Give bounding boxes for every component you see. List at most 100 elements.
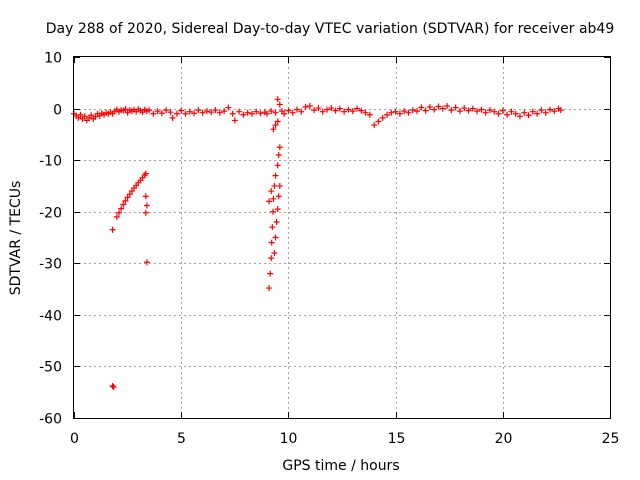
data-point (173, 110, 180, 117)
data-point (167, 109, 174, 116)
data-point (534, 110, 541, 117)
data-point (418, 104, 425, 111)
data-point (504, 111, 511, 118)
data-point (142, 170, 149, 177)
data-point (298, 108, 305, 115)
data-point (109, 383, 116, 390)
data-point (186, 108, 193, 115)
data-point (392, 108, 399, 115)
data-point (269, 224, 276, 231)
data-point (273, 219, 280, 226)
data-point (274, 96, 281, 103)
data-point (244, 109, 251, 116)
y-tick-label: -20 (39, 206, 62, 222)
data-point (110, 384, 117, 391)
data-point (358, 107, 365, 114)
data-point (388, 109, 395, 116)
data-point (274, 162, 281, 169)
data-point (236, 108, 243, 115)
data-point (272, 122, 279, 129)
data-point (546, 106, 553, 113)
data-point (221, 108, 228, 115)
data-point (495, 110, 502, 117)
x-tick-label: 10 (280, 431, 298, 447)
data-point (551, 108, 558, 115)
data-point (116, 209, 123, 216)
data-point (478, 106, 485, 113)
data-point (178, 107, 185, 114)
data-point (124, 194, 131, 201)
y-axis-label: SDTVAR / TECUs (8, 181, 24, 296)
data-point (371, 122, 378, 129)
data-point (274, 206, 281, 213)
data-point (456, 108, 463, 115)
x-tick-label: 20 (495, 431, 513, 447)
data-point (208, 109, 215, 116)
data-point (268, 108, 275, 115)
data-point (126, 191, 133, 198)
data-point (169, 114, 176, 121)
data-point (482, 109, 489, 116)
data-point (143, 202, 150, 209)
data-point (274, 118, 281, 125)
data-point (272, 172, 279, 179)
data-point (199, 109, 206, 116)
data-point (362, 109, 369, 116)
data-point (268, 239, 275, 246)
data-point (75, 114, 82, 121)
data-point (384, 111, 391, 118)
data-point (431, 106, 438, 113)
data-point (216, 109, 223, 116)
data-point (379, 114, 386, 121)
data-point (154, 108, 161, 115)
data-point (257, 110, 264, 117)
data-point (293, 106, 300, 113)
data-point (486, 107, 493, 114)
data-point (113, 213, 120, 220)
data-point (92, 113, 99, 120)
y-tick-label: -10 (39, 154, 62, 170)
data-point (401, 108, 408, 115)
data-point (311, 107, 318, 114)
data-point (253, 108, 260, 115)
y-tick-label: 0 (53, 103, 62, 119)
data-point (512, 110, 519, 117)
data-point (120, 201, 127, 208)
data-point (529, 108, 536, 115)
data-point (150, 110, 157, 117)
data-point (508, 108, 515, 115)
data-point (349, 108, 356, 115)
data-point (465, 107, 472, 114)
data-point (272, 234, 279, 241)
data-point (341, 108, 348, 115)
x-tick-label: 15 (388, 431, 406, 447)
data-point (158, 110, 165, 117)
data-point (276, 182, 283, 189)
data-point (375, 118, 382, 125)
data-point (270, 126, 277, 133)
data-point (163, 107, 170, 114)
data-point (414, 108, 421, 115)
data-point (142, 193, 149, 200)
data-point (269, 208, 276, 215)
data-point (285, 107, 292, 114)
data-point (271, 182, 278, 189)
data-point (182, 110, 189, 117)
data-point (345, 106, 352, 113)
grid (74, 57, 610, 418)
data-point (542, 109, 549, 116)
data-point (203, 108, 210, 115)
data-point (275, 151, 282, 158)
data-point (271, 249, 278, 256)
data-point (409, 107, 416, 114)
data-point (81, 113, 88, 120)
data-point (270, 195, 277, 202)
data-point (122, 197, 129, 204)
y-tick-label: -30 (39, 257, 62, 273)
data-point (128, 188, 135, 195)
data-point (444, 102, 451, 109)
data-point (88, 112, 95, 119)
data-point (240, 111, 247, 118)
data-point (122, 106, 129, 113)
